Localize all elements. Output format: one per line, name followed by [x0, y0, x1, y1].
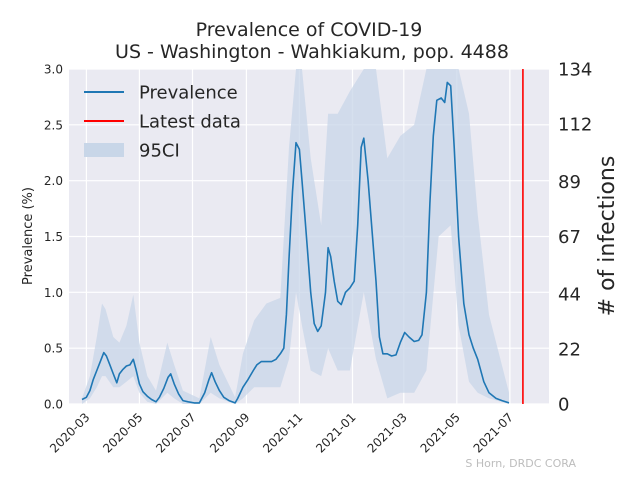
x-tick-label: 2020-07 [153, 410, 198, 455]
x-tick-label: 2021-01 [313, 410, 358, 455]
y-ticks: 0.0 0.5 1.0 1.5 2.0 2.5 3.0 [44, 63, 63, 412]
chart-title: Prevalence of COVID-19 [196, 19, 423, 41]
x-tick-label: 2020-11 [260, 410, 305, 455]
y-axis-label: Prevalence (%) [21, 187, 36, 285]
x-tick-label: 2020-09 [207, 410, 252, 455]
y-tick-label: 2.5 [44, 118, 63, 132]
y2-tick-label: 89 [558, 172, 581, 193]
ci-band-layer [82, 69, 509, 404]
y2-tick-label: 22 [558, 340, 581, 361]
chart-subtitle: US - Washington - Wahkiakum, pop. 4488 [115, 41, 509, 63]
y2-tick-label: 44 [558, 285, 581, 306]
x-tick-label: 2021-05 [418, 410, 463, 455]
legend-label: Latest data [139, 112, 241, 133]
y2-tick-label: 0 [558, 395, 569, 416]
y2-tick-label: 67 [558, 227, 581, 248]
x-tick-label: 2020-03 [47, 410, 92, 455]
x-tick-label: 2021-03 [365, 410, 410, 455]
x-tick-label: 2021-07 [471, 410, 516, 455]
x-ticks: 2020-03 2020-05 2020-07 2020-09 2020-11 2021-… [47, 410, 516, 455]
y-tick-label: 1.5 [44, 230, 63, 244]
credit-text: S Horn, DRDC CORA [465, 457, 576, 470]
y2-axis-label: # of infections [595, 156, 620, 317]
prevalence-line-layer [81, 69, 524, 404]
legend-label: 95CI [139, 141, 180, 162]
y-tick-label: 2.0 [44, 174, 63, 188]
legend-label: Prevalence [139, 83, 238, 104]
y-tick-label: 0.0 [44, 398, 63, 412]
y-tick-label: 0.5 [44, 342, 63, 356]
legend-swatch-ci95 [84, 143, 124, 157]
ci95-band [82, 69, 509, 404]
legend: Prevalence Latest data 95CI [84, 83, 241, 162]
y2-tick-label: 112 [558, 115, 592, 136]
prevalence-line [81, 81, 510, 404]
y2-tick-label: 134 [558, 60, 592, 81]
x-tick-label: 2020-05 [100, 410, 145, 455]
y-tick-label: 3.0 [44, 63, 63, 77]
y2-ticks: 0 22 44 67 89 112 134 [558, 60, 592, 416]
y-tick-label: 1.0 [44, 286, 63, 300]
